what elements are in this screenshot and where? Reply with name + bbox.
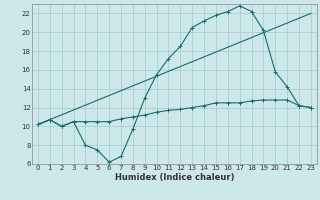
- X-axis label: Humidex (Indice chaleur): Humidex (Indice chaleur): [115, 173, 234, 182]
